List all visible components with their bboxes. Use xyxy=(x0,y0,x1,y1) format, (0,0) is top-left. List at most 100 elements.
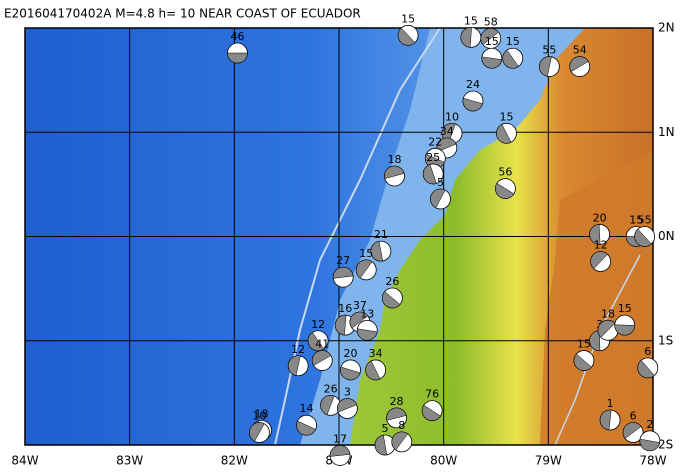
beachball-quadrant xyxy=(307,332,325,351)
beachball-quadrant xyxy=(622,422,642,439)
x-tick-label: 79W xyxy=(535,454,562,468)
depth-label: 13 xyxy=(360,307,374,320)
beachball-quadrant xyxy=(349,311,369,329)
map-title: E201604170402A M=4.8 h= 10 NEAR COAST OF… xyxy=(4,7,361,21)
depth-label: 25 xyxy=(426,151,440,164)
beachball-quadrant xyxy=(589,330,601,351)
beachball-quadrant xyxy=(637,359,655,379)
x-tick-label: 84W xyxy=(11,454,38,468)
highlands xyxy=(540,150,653,445)
beachball-quadrant xyxy=(639,438,660,451)
depth-label: 21 xyxy=(374,228,388,241)
depth-label: 15 xyxy=(464,14,478,27)
depth-label: 6 xyxy=(644,345,651,358)
beachball-quadrant xyxy=(340,366,361,381)
depth-label: 15 xyxy=(499,110,513,123)
depth-label: 17 xyxy=(333,432,347,445)
beachball-quadrant xyxy=(312,350,332,366)
depth-label: 15 xyxy=(577,338,591,351)
depth-label: 15 xyxy=(359,247,373,260)
depth-label: 16 xyxy=(338,302,352,315)
beachball-quadrant xyxy=(597,320,616,338)
depth-label: 34 xyxy=(440,125,454,138)
beachball-quadrant xyxy=(382,291,401,309)
depth-label: 18 xyxy=(387,153,401,166)
beachball-quadrant xyxy=(590,251,608,270)
y-tick-label: 1N xyxy=(658,125,675,139)
beachball-quadrant xyxy=(634,228,652,247)
depth-label: 15 xyxy=(401,12,415,25)
beachball-quadrant xyxy=(384,165,405,179)
beachball-quadrant xyxy=(480,28,499,46)
depth-label: 58 xyxy=(484,15,498,28)
depth-label: 18 xyxy=(255,407,269,420)
depth-label: 18 xyxy=(601,307,615,320)
depth-label: 12 xyxy=(291,343,305,356)
depth-label: 10 xyxy=(445,110,459,123)
beachball-quadrant xyxy=(320,395,335,416)
depth-label: 37 xyxy=(353,299,367,312)
beachball-quadrant xyxy=(430,188,446,209)
depth-label: 5 xyxy=(382,422,389,435)
beachball-quadrant xyxy=(573,353,592,371)
depth-label: 2 xyxy=(646,418,653,431)
depth-label: 46 xyxy=(230,30,244,43)
x-tick-label: 83W xyxy=(116,454,143,468)
beachball-quadrant xyxy=(329,445,351,457)
depth-label: 12 xyxy=(311,318,325,331)
depth-label: 10 xyxy=(252,409,266,422)
beachball-quadrant xyxy=(386,407,407,421)
depth-label: 26 xyxy=(324,382,338,395)
beachball-quadrant xyxy=(397,27,416,46)
depth-label: 55 xyxy=(542,44,556,57)
beachball-quadrant xyxy=(496,124,512,144)
trench xyxy=(274,27,441,446)
beachball-quadrant xyxy=(249,422,265,442)
beachball-quadrant xyxy=(296,420,316,436)
beachball-quadrant xyxy=(460,27,472,48)
depth-label: 22 xyxy=(428,135,442,148)
depth-label: 8 xyxy=(398,419,405,432)
x-tick-label: 80W xyxy=(430,454,457,468)
depth-label: 55 xyxy=(638,214,652,227)
beachball-quadrant xyxy=(337,398,357,413)
depth-label: 20 xyxy=(344,347,358,360)
depth-label: 1 xyxy=(607,397,614,410)
depth-label: 27 xyxy=(336,254,350,267)
depth-label: 14 xyxy=(300,402,314,415)
depth-label: 34 xyxy=(369,347,383,360)
x-tick-label: 82W xyxy=(221,454,248,468)
beachball-quadrant xyxy=(539,56,552,77)
beachball-quadrant xyxy=(333,266,354,279)
depth-label: 76 xyxy=(425,388,439,401)
beachball-quadrant xyxy=(335,314,347,336)
beachball-quadrant xyxy=(287,355,301,376)
beachball-quadrant xyxy=(502,49,519,69)
depth-label: 15 xyxy=(485,35,499,48)
beachball-quadrant xyxy=(370,240,384,262)
depth-label: 5 xyxy=(437,176,444,189)
x-tick-label: 78W xyxy=(639,454,666,468)
beachball-quadrant xyxy=(391,431,409,451)
beachball-quadrant xyxy=(614,324,635,336)
beachball-quadrant xyxy=(374,434,388,456)
beachball-quadrant xyxy=(599,409,612,431)
depth-label: 6 xyxy=(630,409,637,422)
y-tick-label: 2S xyxy=(658,438,673,452)
depth-label: 54 xyxy=(573,44,587,57)
beachball-quadrant xyxy=(436,137,457,153)
depth-label: 12 xyxy=(594,239,608,252)
depth-label: 56 xyxy=(498,166,512,179)
depth-label: 15 xyxy=(618,302,632,315)
depth-label: 15 xyxy=(506,35,520,48)
beachball-quadrant xyxy=(462,97,483,112)
beachball-quadrant xyxy=(365,360,381,381)
beachball-quadrant xyxy=(356,259,373,279)
depth-label: 28 xyxy=(390,395,404,408)
beachball-quadrant xyxy=(481,56,503,69)
beachball-quadrant xyxy=(227,52,248,64)
beachball-quadrant xyxy=(569,56,589,73)
y-tick-label: 0N xyxy=(658,229,675,243)
y-tick-label: 1S xyxy=(658,333,673,347)
